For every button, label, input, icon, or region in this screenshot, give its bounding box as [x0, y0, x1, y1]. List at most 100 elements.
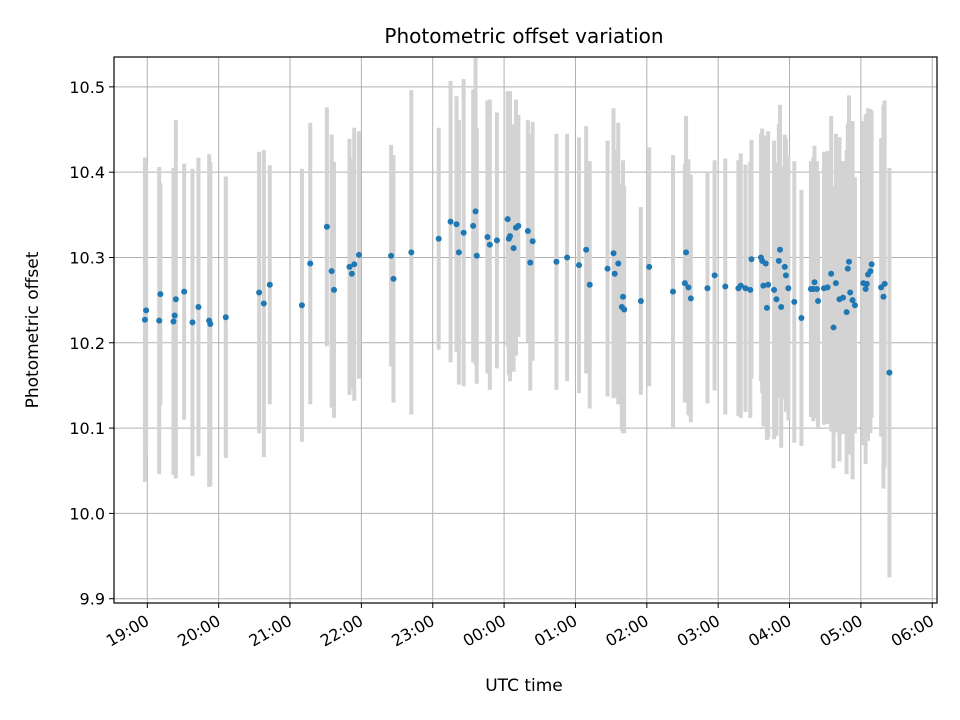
data-point [583, 246, 590, 253]
data-point [813, 286, 820, 293]
data-point [747, 286, 754, 293]
data-point [765, 281, 772, 288]
data-point [141, 316, 148, 323]
data-point [157, 291, 164, 298]
plot-frame [113, 56, 938, 604]
data-point [830, 324, 837, 331]
y-tick-label: 10.4 [69, 163, 105, 182]
data-point [328, 268, 335, 275]
data-point [408, 249, 415, 256]
data-point [355, 251, 362, 258]
data-point [862, 286, 869, 293]
data-point [524, 228, 531, 235]
data-point [553, 258, 560, 265]
data-point [515, 222, 522, 229]
data-point [737, 282, 744, 289]
data-point [390, 275, 397, 282]
data-point [435, 235, 442, 242]
data-point [486, 241, 493, 248]
data-point [604, 265, 611, 272]
data-point [181, 288, 188, 295]
data-point [470, 222, 477, 229]
data-point [748, 256, 755, 263]
data-point [771, 286, 778, 293]
data-point [195, 303, 202, 310]
data-point [615, 260, 622, 267]
chart-title: Photometric offset variation [384, 24, 663, 48]
data-point [687, 295, 694, 302]
data-point [681, 280, 688, 287]
data-point [886, 369, 893, 376]
data-point [762, 260, 769, 267]
data-point [260, 300, 267, 307]
data-point [775, 257, 782, 264]
data-point [207, 321, 214, 328]
data-point [791, 298, 798, 305]
data-point [460, 229, 467, 236]
data-point [881, 280, 888, 287]
data-point [564, 254, 571, 261]
data-point [880, 293, 887, 300]
data-point [646, 263, 653, 270]
data-point [811, 279, 818, 286]
y-tick-label: 10.1 [69, 419, 105, 438]
data-point [527, 259, 534, 266]
data-point [781, 263, 788, 270]
data-point [621, 306, 628, 313]
data-point [170, 318, 177, 325]
data-point [867, 268, 874, 275]
data-point [844, 265, 851, 272]
data-point [868, 261, 875, 268]
data-point [351, 261, 358, 268]
data-point [256, 289, 263, 296]
data-point [847, 289, 854, 296]
data-point [189, 319, 196, 326]
data-point [510, 245, 517, 252]
data-point [610, 250, 617, 257]
data-point [711, 272, 718, 279]
data-point [815, 297, 822, 304]
data-point [782, 272, 789, 279]
data-point [586, 281, 593, 288]
data-point [156, 317, 163, 324]
data-point [447, 218, 454, 225]
data-point [143, 307, 150, 314]
data-point [266, 281, 273, 288]
data-point [504, 216, 511, 223]
data-point [778, 303, 785, 310]
data-points [141, 208, 893, 376]
data-point [832, 280, 839, 287]
data-point [529, 238, 536, 245]
grid [114, 57, 937, 603]
data-point [828, 270, 835, 277]
y-tick-label: 10.0 [69, 504, 105, 523]
data-point [798, 315, 805, 322]
y-tick-label: 9.9 [80, 590, 105, 609]
data-point [620, 293, 627, 300]
y-tick-label: 10.5 [69, 78, 105, 97]
data-point [222, 314, 229, 321]
data-point [845, 258, 852, 265]
data-point [388, 252, 395, 259]
data-point [742, 285, 749, 292]
data-point [472, 208, 479, 215]
data-point [685, 284, 692, 291]
data-point [455, 249, 462, 256]
data-point [849, 297, 856, 304]
data-point [863, 280, 870, 287]
data-point [493, 237, 500, 244]
y-tick-label: 10.2 [69, 334, 105, 353]
data-point [777, 246, 784, 253]
data-point [453, 221, 460, 228]
data-point [704, 285, 711, 292]
data-point [507, 233, 514, 240]
data-point [669, 288, 676, 295]
data-point [346, 263, 353, 270]
data-point [840, 294, 847, 301]
data-point [484, 234, 491, 241]
data-point [763, 304, 770, 311]
data-point [824, 284, 831, 291]
data-point [851, 302, 858, 309]
y-tick-label: 10.3 [69, 248, 105, 267]
